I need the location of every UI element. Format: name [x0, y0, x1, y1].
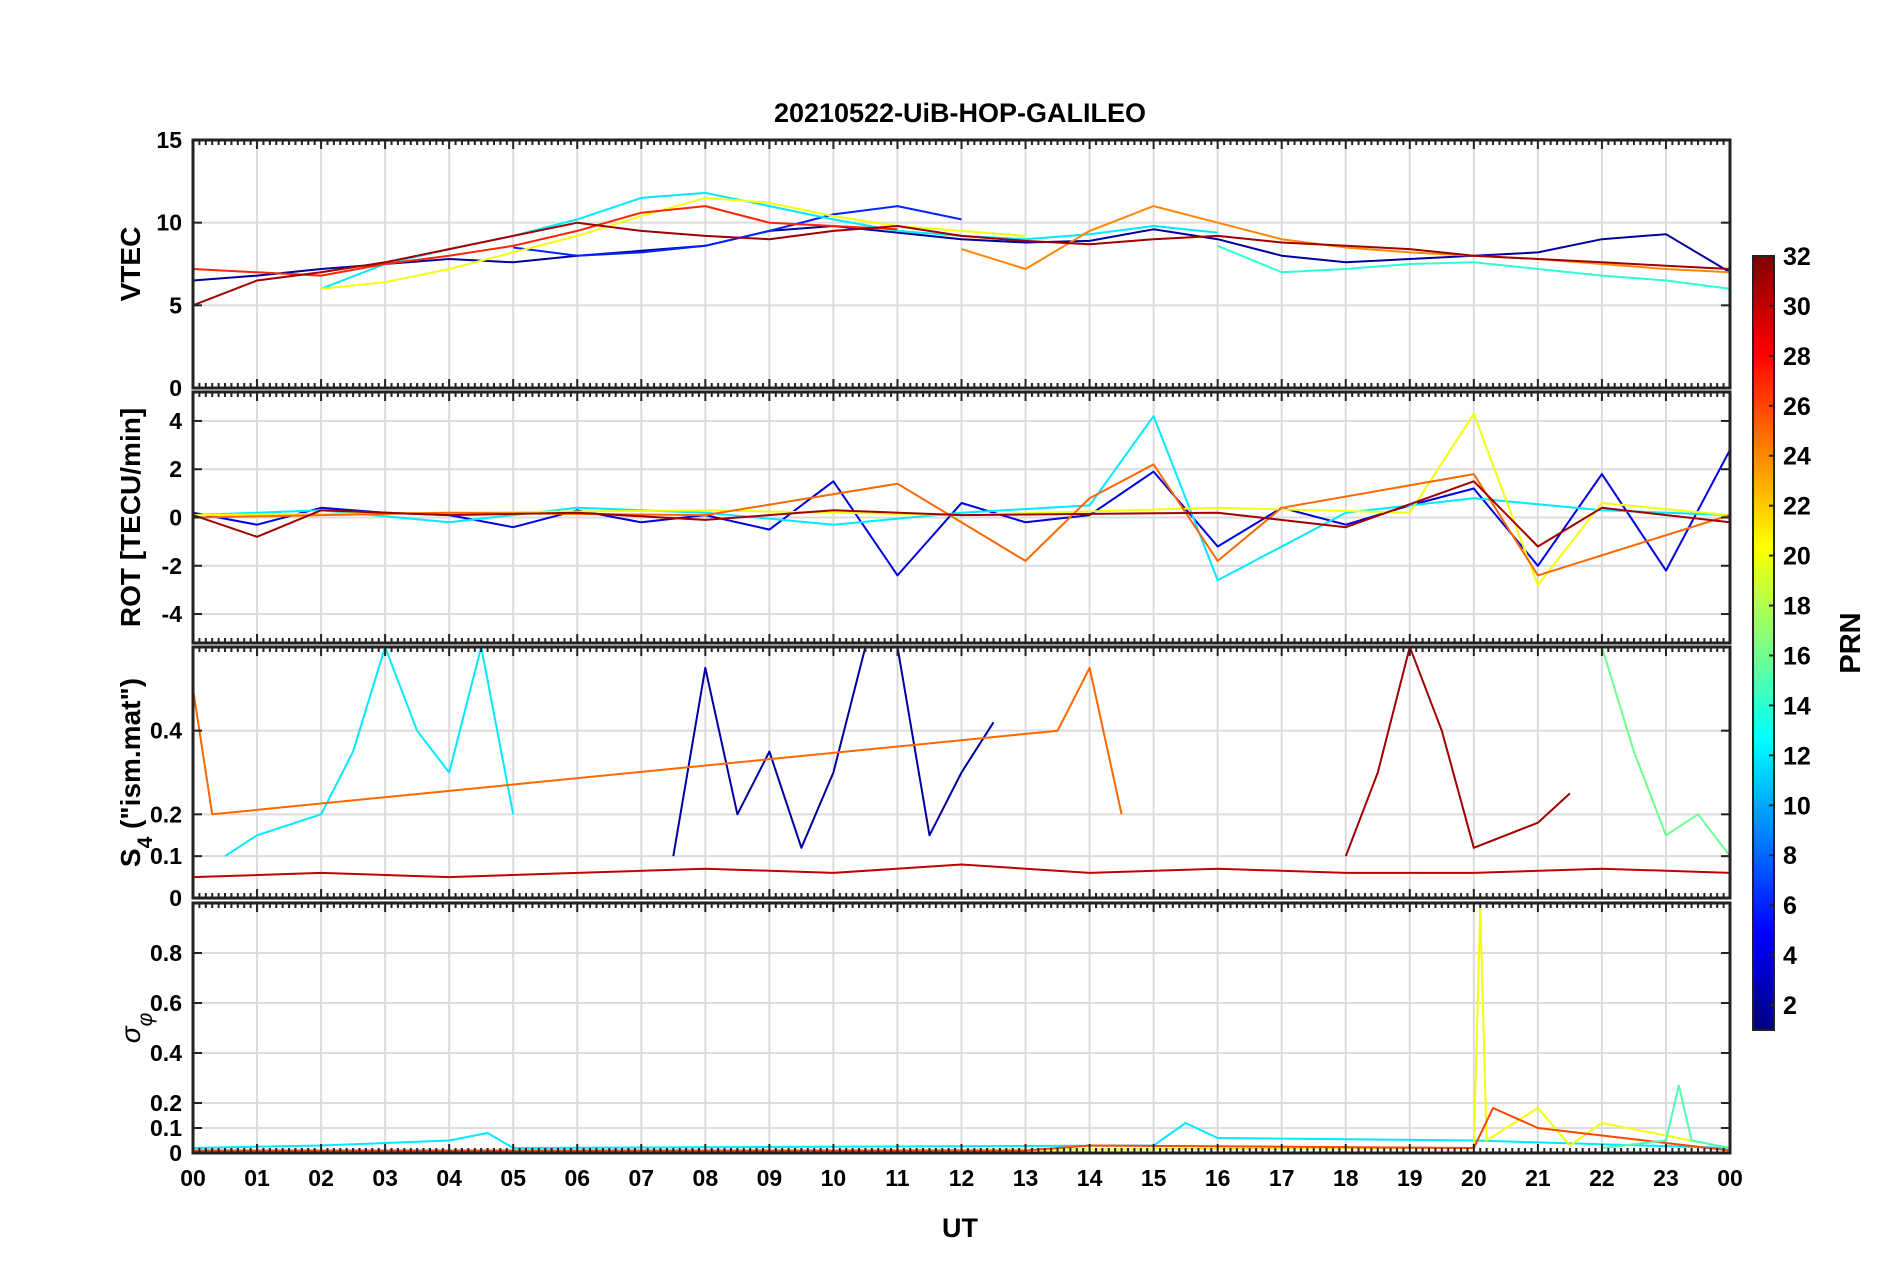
y-tick-label: 0.4	[150, 718, 182, 744]
colorbar-tick-label: 8	[1783, 842, 1797, 870]
panel-sigma: 00.10.2 0.4 0.6 0.8 σφ 00 01 02 03 04 05 06 07 08 09 10…	[115, 901, 1743, 1191]
series-line	[1344, 647, 1571, 857]
y-tick-label: 15	[156, 127, 182, 153]
colorbar-tick-label: 26	[1783, 393, 1811, 421]
x-tick-label: 15	[1141, 1165, 1167, 1191]
x-tick-label: 16	[1205, 1165, 1231, 1191]
y-tick-label: 4	[169, 408, 182, 434]
colorbar-label: PRN	[1835, 612, 1867, 673]
x-tick-label: 19	[1397, 1165, 1423, 1191]
y-tick-label: -4	[162, 601, 183, 627]
series-line	[193, 480, 1730, 548]
y-axis-label: S4 ("ism.mat")	[115, 678, 157, 867]
colorbar-tick-label: 30	[1783, 293, 1811, 321]
x-tick-label: 21	[1525, 1165, 1551, 1191]
y-tick-label: 0	[169, 1140, 182, 1166]
colorbar-tick-label: 20	[1783, 543, 1811, 571]
x-tick-label: 14	[1077, 1165, 1103, 1191]
x-tick-label: 17	[1269, 1165, 1295, 1191]
y-axis-label-rest: ("ism.mat")	[115, 678, 146, 837]
y-tick-label: 5	[169, 292, 182, 318]
colorbar-tick-label: 18	[1783, 593, 1811, 621]
x-axis-label: UT	[942, 1213, 978, 1243]
series-line	[193, 863, 1730, 879]
colorbar-tick-label: 14	[1783, 692, 1811, 720]
x-tick-label: 01	[244, 1165, 270, 1191]
panel-rot: -4 -2 0 2 4 ROT [TECU/min]	[115, 390, 1732, 645]
y-tick-label: 0.8	[150, 940, 182, 966]
y-tick-label: 10	[156, 210, 182, 236]
y-axis-label-sub: 4	[134, 836, 157, 848]
x-tick-label: 23	[1653, 1165, 1679, 1191]
y-axis-label: VTEC	[115, 227, 146, 302]
x-tick-label: 11	[885, 1165, 910, 1191]
y-tick-label: 2	[169, 456, 182, 482]
colorbar-tick-label: 10	[1783, 792, 1811, 820]
series-group	[193, 647, 1730, 879]
panel-s4: 00.10.20.4S4 ("ism.mat")	[115, 645, 1732, 911]
x-tick-label: 10	[821, 1165, 847, 1191]
series-group	[193, 191, 1730, 307]
y-axis-label-sub: φ	[134, 1012, 157, 1026]
x-tick-label: 08	[693, 1165, 719, 1191]
series-line	[193, 415, 1730, 582]
y-axis-label: ROT [TECU/min]	[115, 408, 146, 627]
colorbar-tick-label: 22	[1783, 493, 1811, 521]
x-tick-label: 06	[564, 1165, 590, 1191]
y-tick-label: 0.1	[150, 843, 182, 869]
x-tick-label: 00	[180, 1165, 206, 1191]
series-line	[1569, 647, 1730, 857]
colorbar-tick-label: 16	[1783, 642, 1811, 670]
x-tick-label: 07	[628, 1165, 654, 1191]
colorbar-tick-label: 6	[1783, 892, 1797, 920]
series-group	[193, 412, 1730, 587]
series-line	[1217, 244, 1730, 290]
panel-vtec: 0 5 10 15 VTEC	[115, 127, 1732, 401]
y-axis-label-main: S	[115, 848, 146, 867]
y-tick-label: 0.4	[150, 1040, 182, 1066]
series-line	[193, 221, 1730, 307]
x-tick-label: 22	[1589, 1165, 1615, 1191]
y-tick-label: 0	[169, 375, 182, 401]
y-tick-label: -2	[162, 553, 182, 579]
x-tick-label: 18	[1333, 1165, 1359, 1191]
chart-title: 20210522-UiB-HOP-GALILEO	[774, 98, 1146, 128]
y-tick-label: 0	[169, 505, 182, 531]
series-line	[1601, 1084, 1730, 1149]
colorbar-bar	[1752, 255, 1775, 1031]
x-tick-label: 09	[757, 1165, 783, 1191]
y-tick-label: 0	[169, 885, 182, 911]
x-tick-label: 12	[949, 1165, 975, 1191]
colorbar-tick-label: 2	[1783, 992, 1797, 1020]
colorbar-tick-label: 24	[1783, 443, 1811, 471]
x-tick-label: 02	[308, 1165, 334, 1191]
y-tick-label: 0.6	[150, 990, 182, 1016]
y-tick-label: 0.2	[150, 801, 182, 827]
colorbar-tick-label: 32	[1783, 243, 1811, 271]
colorbar-tick-label: 28	[1783, 343, 1811, 371]
y-axis-label: σφ	[115, 1012, 157, 1043]
series-line	[961, 205, 1730, 274]
series-line	[193, 666, 1123, 816]
x-tick-label: 20	[1461, 1165, 1487, 1191]
x-tick-label: 00	[1717, 1165, 1743, 1191]
x-tick-label: 05	[500, 1165, 526, 1191]
y-axis-label-main: σ	[115, 1025, 146, 1043]
y-tick-label: 0.2	[150, 1090, 182, 1116]
colorbar-tick-label: 4	[1783, 942, 1797, 970]
x-tick-label: 03	[372, 1165, 398, 1191]
series-line	[224, 647, 515, 858]
x-tick-label: 13	[1013, 1165, 1039, 1191]
colorbar-tick-label: 12	[1783, 742, 1811, 770]
series-line	[193, 412, 1730, 587]
x-tick-label: 04	[436, 1165, 462, 1191]
series-line	[193, 205, 898, 277]
series-line	[672, 647, 995, 857]
y-tick-label: 0.1	[150, 1115, 182, 1141]
